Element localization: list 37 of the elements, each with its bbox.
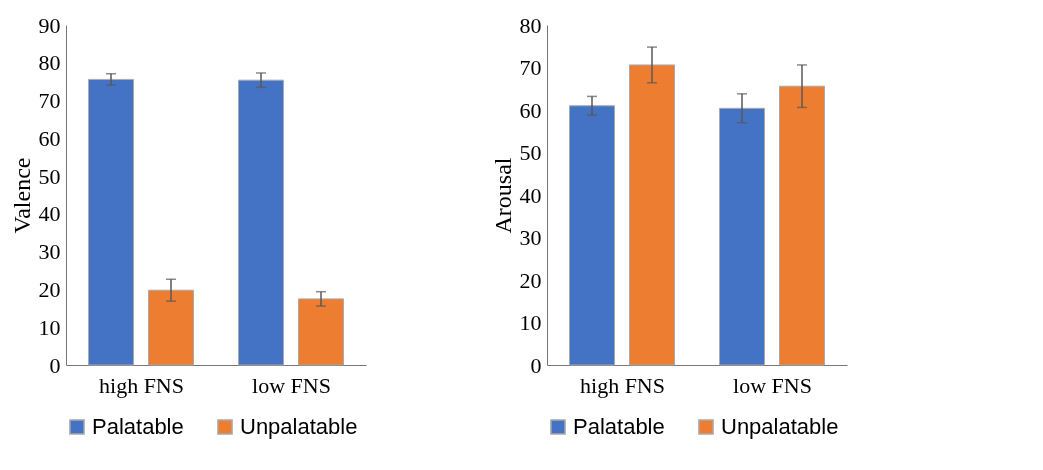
y-tick-label: 50 <box>38 163 61 189</box>
y-tick-label: 40 <box>519 182 542 208</box>
x-tick-label: low FNS <box>733 372 812 398</box>
y-tick-label: 0 <box>49 352 61 378</box>
y-tick-label: 10 <box>38 314 61 340</box>
y-tick-label: 30 <box>38 239 61 265</box>
bar <box>298 298 344 366</box>
legend-label: Unpalatable <box>721 414 839 439</box>
legend-label: Palatable <box>92 414 184 439</box>
y-tick-label: 60 <box>519 97 542 123</box>
y-tick-label: 10 <box>519 310 542 335</box>
y-axis-title: Arousal <box>489 157 516 234</box>
y-tick-label: 0 <box>530 352 542 378</box>
y-tick-label: 60 <box>38 125 61 151</box>
bar <box>569 105 615 366</box>
y-tick-label: 90 <box>38 12 61 38</box>
legend-label: Palatable <box>573 414 665 439</box>
bar <box>629 64 675 366</box>
y-tick-label: 30 <box>519 225 542 250</box>
y-axis-title: Valence <box>8 157 35 234</box>
y-tick-label: 70 <box>38 88 61 114</box>
y-tick-label: 70 <box>519 55 542 80</box>
bar <box>148 289 194 366</box>
bar <box>779 85 825 366</box>
bar <box>719 107 765 366</box>
y-tick-label: 80 <box>38 50 61 76</box>
y-tick-label: 50 <box>519 140 542 165</box>
x-tick-label: high FNS <box>580 372 665 398</box>
legend-label: Unpalatable <box>240 414 358 439</box>
y-tick-label: 40 <box>38 201 61 227</box>
bar <box>88 78 134 366</box>
y-tick-label: 80 <box>519 12 542 38</box>
y-tick-label: 20 <box>38 276 61 302</box>
x-tick-label: low FNS <box>252 372 331 398</box>
bar <box>238 79 284 366</box>
x-tick-label: high FNS <box>99 372 184 398</box>
y-tick-label: 20 <box>519 267 542 293</box>
